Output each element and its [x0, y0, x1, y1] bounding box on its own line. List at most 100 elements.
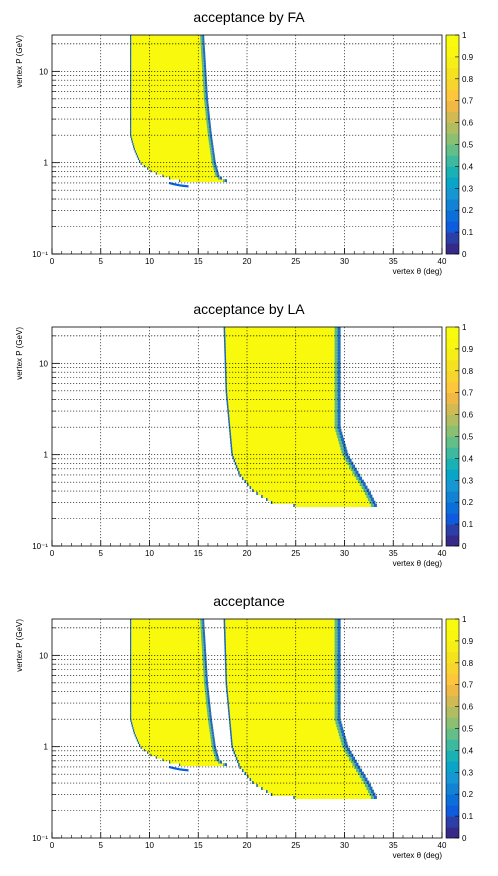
- colorbar-cell: [446, 414, 459, 426]
- la-region-edge-cell: [224, 368, 227, 373]
- fa-region-edge-cell: [208, 706, 211, 710]
- la-region-edge-cell: [370, 497, 374, 502]
- x-axis-label: vertex θ (deg): [393, 267, 443, 276]
- la-region-edge-cell: [340, 446, 344, 451]
- la-region-edge-cell: [228, 416, 230, 421]
- fa-region-edge-cell: [130, 684, 132, 688]
- la-region-edge-cell: [363, 488, 367, 493]
- la-region-cell: [261, 494, 373, 499]
- fa-region-edge-cell: [209, 127, 212, 131]
- la-region-edge-cell: [341, 741, 345, 746]
- la-region-edge-cell: [350, 759, 354, 764]
- la-region-edge-cell: [337, 663, 341, 668]
- la-region-edge-cell: [224, 648, 227, 653]
- colorbar-cell: [446, 739, 459, 751]
- fa-region-edge-cell: [211, 142, 214, 146]
- fa-region-edge-cell: [130, 61, 132, 65]
- fa-region-edge-cell: [130, 91, 132, 95]
- la-region-edge-cell: [334, 621, 338, 626]
- la-region-cell: [225, 684, 341, 689]
- fa-region-edge-cell: [200, 37, 203, 41]
- colorbar-cell: [446, 327, 459, 339]
- la-region-edge-cell: [334, 619, 338, 623]
- fa-region-edge-cell: [209, 711, 212, 715]
- la-region-edge-cell: [334, 344, 338, 349]
- colorbar-tick-label: 0.5: [462, 141, 474, 150]
- fa-region-edge-cell: [214, 164, 217, 168]
- fa-region-cell: [140, 162, 216, 165]
- la-region-cell: [256, 783, 371, 788]
- fa-region-cell: [130, 66, 207, 70]
- la-region-cell: [231, 449, 348, 454]
- la-region-cell: [230, 440, 345, 445]
- colorbar-cell: [446, 524, 459, 536]
- la-region-edge-cell: [334, 407, 338, 412]
- fa-region-edge-cell: [213, 746, 216, 749]
- fa-region-edge-cell: [207, 711, 210, 715]
- fa-region-edge-cell: [201, 64, 204, 68]
- la-region-cell: [224, 633, 341, 638]
- fa-region-edge-cell: [200, 39, 203, 43]
- colorbar-cell: [446, 78, 459, 91]
- fa-region-cell: [130, 113, 210, 117]
- fa-region-edge-cell: [150, 753, 152, 757]
- la-region-edge-cell: [334, 636, 338, 641]
- la-region-edge-cell: [230, 735, 233, 740]
- fa-region-edge-cell: [202, 71, 205, 75]
- fa-region-edge-cell: [130, 37, 132, 41]
- la-region-edge-cell: [224, 350, 226, 355]
- la-region-cell: [249, 777, 368, 782]
- la-region-edge-cell: [334, 362, 338, 367]
- la-region-edge-cell: [334, 395, 338, 400]
- fa-region-cell: [130, 667, 208, 671]
- la-region-cell: [224, 341, 341, 346]
- la-region-edge-cell: [223, 332, 226, 337]
- la-region-edge-cell: [337, 401, 341, 406]
- fa-region-edge-cell: [155, 755, 157, 759]
- la-region-edge-cell: [342, 443, 346, 448]
- fa-region-edge-cell: [201, 61, 204, 65]
- la-region-cell: [233, 750, 352, 755]
- la-region-cell: [229, 437, 345, 442]
- la-region-edge-cell: [225, 380, 227, 385]
- la-region-edge-cell: [293, 503, 295, 508]
- la-region-edge-cell: [352, 470, 356, 475]
- fa-region-edge-cell: [204, 76, 207, 80]
- la-region-edge-cell: [334, 651, 338, 656]
- la-region-edge-cell: [225, 666, 227, 671]
- colorbar-cell: [446, 359, 459, 372]
- colorbar: 0 0.1 0.2 0.3 0.4 0.5 0.6 0.7 0.8 0.9 1: [445, 615, 474, 843]
- la-region-edge-cell: [350, 461, 354, 466]
- y-axis-label: vertex P (GeV): [15, 35, 24, 88]
- la-region-cell: [239, 473, 361, 478]
- la-region-edge-cell: [224, 356, 227, 361]
- colorbar-tick-label: 0.2: [462, 790, 474, 799]
- fa-region-edge-cell: [203, 680, 206, 683]
- fa-region-cell: [143, 164, 217, 168]
- x-tick-label: 10: [145, 549, 154, 558]
- fa-region-edge-cell: [208, 125, 211, 129]
- x-tick-label: 25: [291, 841, 300, 850]
- fa-region-edge-cell: [208, 704, 211, 708]
- la-region-edge-cell: [334, 642, 338, 647]
- fa-region-edge-cell: [201, 645, 204, 649]
- colorbar-cell: [446, 827, 459, 839]
- la-region-edge-cell: [335, 720, 339, 725]
- fa-region-cell: [130, 108, 210, 112]
- la-region-edge-cell: [334, 627, 338, 632]
- la-region-cell: [236, 759, 357, 764]
- fa-region-edge-cell: [134, 149, 136, 153]
- fa-region-edge-cell: [218, 760, 221, 764]
- fa-region-edge-cell: [208, 137, 211, 141]
- fa-region-edge-cell: [213, 157, 216, 161]
- fa-region-edge-cell: [203, 52, 206, 55]
- la-region-cell: [230, 738, 347, 743]
- colorbar-cell: [446, 155, 459, 167]
- fa-region-edge-cell: [130, 118, 132, 121]
- la-region-edge-cell: [228, 714, 231, 719]
- la-region-edge-cell: [337, 624, 341, 629]
- fa-region-edge-cell: [205, 115, 208, 119]
- fa-region-edge-cell: [130, 135, 132, 139]
- la-region-edge-cell: [334, 386, 338, 391]
